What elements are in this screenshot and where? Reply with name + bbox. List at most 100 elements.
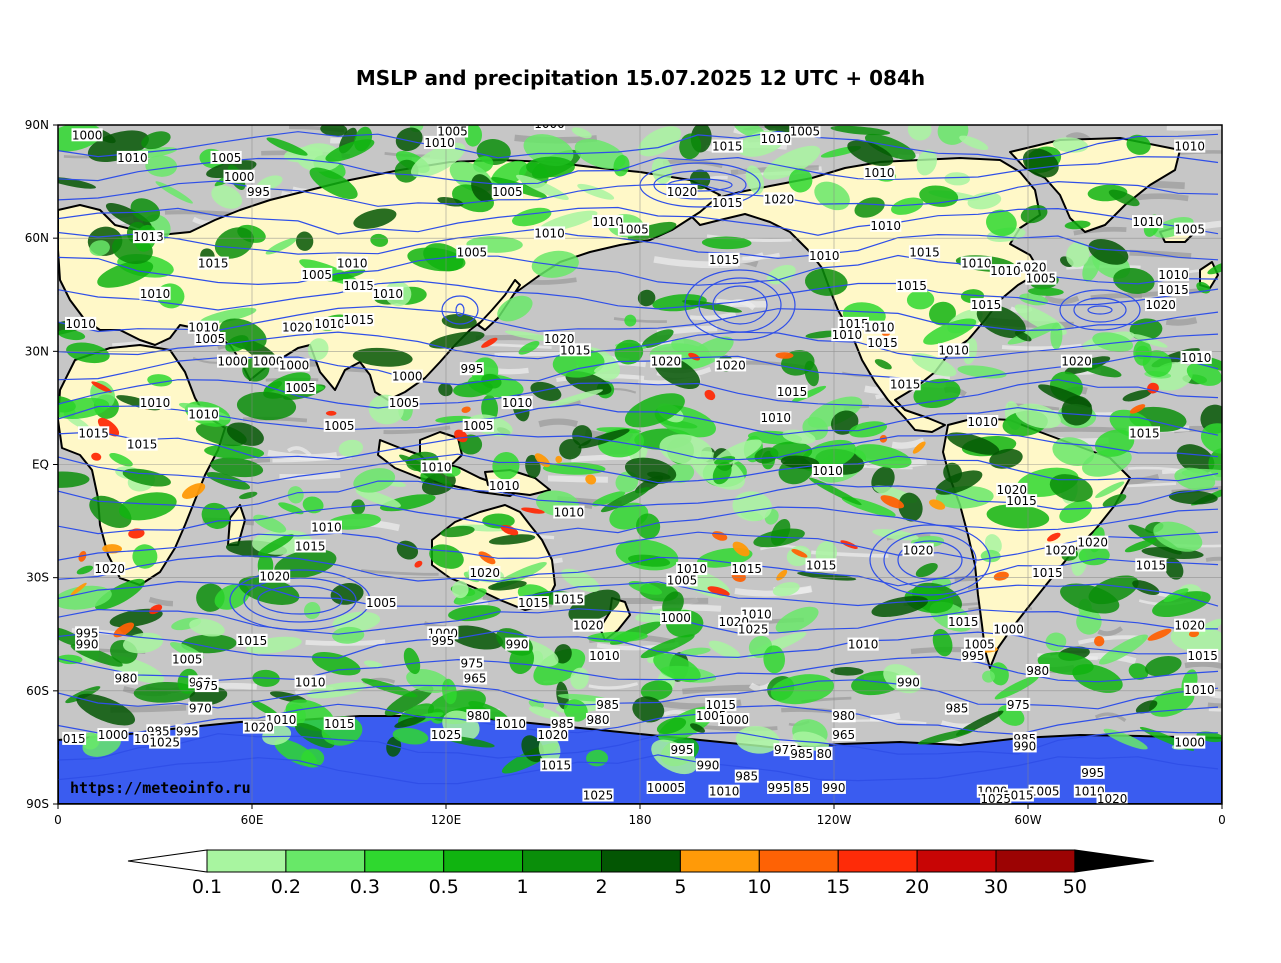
colorbar-label: 30 — [984, 876, 1008, 898]
isobar-label: 1010 — [337, 257, 368, 271]
isobar-label: 1010 — [424, 136, 455, 150]
isobar-label-bg — [711, 139, 743, 153]
precipitation-area — [714, 456, 736, 465]
precipitation-area — [302, 496, 324, 514]
isobar-label: 995 — [1081, 766, 1104, 780]
colorbar-label: 15 — [826, 876, 850, 898]
precipitation-layer — [58, 125, 1222, 775]
isobar-label-bg — [646, 780, 686, 794]
isobar-label-bg — [650, 354, 682, 368]
isobar-label-bg — [116, 150, 148, 164]
isobar-label: 1015 — [712, 196, 743, 210]
isobar-label: 990 — [897, 675, 920, 689]
isobar-label: 1015 — [78, 426, 109, 440]
isobar-label: 1015 — [709, 253, 740, 267]
heavy-precipitation-cell — [585, 474, 597, 485]
isobar-label: 985 — [596, 698, 619, 712]
precipitation-area — [538, 735, 561, 764]
isobar-label-bg — [533, 226, 566, 240]
lon-tick-label: 120E — [431, 813, 462, 827]
isobar-label: 1000 — [1174, 736, 1205, 750]
isobar-label: 1005 — [324, 419, 355, 433]
isobar-label: 985 — [735, 770, 758, 784]
cloud-streak — [613, 317, 667, 323]
precipitation-area — [394, 159, 419, 183]
precipitation-area — [578, 428, 630, 449]
isobar-label: 1010 — [848, 638, 879, 652]
cloud-streak — [1166, 125, 1222, 131]
isobar-label-bg — [97, 728, 129, 742]
isobar-label-bg — [491, 184, 523, 198]
precipitation-area — [206, 472, 251, 490]
precipitation-area — [338, 439, 364, 457]
precipitation-area — [396, 540, 419, 560]
colorbar-swatch — [995, 849, 1076, 873]
colorbar-label: 5 — [674, 876, 686, 898]
precipitation-area — [1122, 389, 1152, 402]
isobar-label-bg — [666, 573, 698, 587]
isobar-label: 1010 — [761, 411, 792, 425]
isobar-label: 1010 — [938, 343, 969, 357]
heavy-precipitation-cell — [113, 622, 135, 638]
isobar-label: 985 — [551, 717, 574, 731]
precipitation-area — [1113, 267, 1155, 294]
isobar-label-bg — [1077, 535, 1109, 549]
precipitation-area — [89, 495, 132, 529]
precipitation-area — [986, 209, 1017, 237]
precipitation-area — [239, 491, 258, 500]
precipitation-area — [656, 717, 687, 735]
isobar-label-bg — [223, 169, 255, 183]
isobar-label: 1010 — [592, 215, 623, 229]
isobar-label: 1020 — [1174, 619, 1205, 633]
precipitation-area — [122, 632, 164, 654]
isobar-label: 1010 — [1174, 140, 1205, 154]
isobar-label: 980 — [832, 709, 855, 723]
isobar-label: 995 — [247, 185, 270, 199]
isobar-label: 10005 — [647, 781, 685, 795]
precipitation-area — [320, 125, 348, 137]
isobar-label-bg — [816, 747, 833, 760]
precipitation-area — [640, 680, 673, 701]
precipitation-area — [492, 451, 520, 480]
isobar-label-bg — [1028, 784, 1060, 798]
isobar-label-bg — [294, 675, 326, 689]
isobar-label-bg — [459, 362, 484, 376]
lat-tick-label: 30S — [26, 571, 49, 585]
precipitation-area — [690, 723, 705, 733]
isobar-label-bg — [676, 562, 708, 576]
latitude-axis: 90N 60N 30N EQ 30S 60S 90S — [25, 118, 58, 811]
isobar-label: 1000 — [279, 358, 310, 372]
isobar-label: 1010 — [870, 219, 901, 233]
isobar-label: 980 — [114, 672, 137, 686]
heavy-precipitation-cell — [461, 406, 471, 413]
precipitation-area — [1153, 521, 1203, 552]
cloud-streak — [1001, 343, 1082, 351]
precipitation-area — [640, 634, 695, 659]
precipitation-area — [830, 125, 891, 136]
precipitation-area — [788, 168, 813, 193]
isobar-label-bg — [666, 184, 698, 198]
precipitation-area — [1059, 500, 1093, 524]
colorbar-swatch — [443, 849, 524, 873]
precipitation-area — [854, 197, 885, 218]
precipitation-area — [295, 722, 335, 749]
isobar-label-bg — [572, 618, 604, 632]
isobar-label-bg — [731, 562, 763, 576]
precipitation-area — [1126, 134, 1151, 155]
heavy-precipitation-cell — [414, 560, 423, 568]
isobar-closed-contour — [698, 277, 782, 333]
cloud-streak — [1205, 556, 1222, 562]
precipitation-area — [636, 513, 661, 539]
isobar-label-bg — [505, 637, 530, 651]
credit-text: https://meteoinfo.ru — [70, 779, 251, 797]
isobar-line — [58, 130, 1219, 161]
precipitation-area — [266, 137, 308, 156]
isobar-label: 1013 — [133, 230, 164, 244]
precipitation-area — [1186, 362, 1222, 386]
precipitation-area — [959, 135, 989, 151]
isobar-label-bg — [210, 150, 242, 164]
precipitation-area — [58, 329, 86, 341]
precipitation-area — [1064, 220, 1091, 230]
precipitation-area — [614, 339, 644, 365]
isobar-label-bg — [896, 675, 921, 689]
